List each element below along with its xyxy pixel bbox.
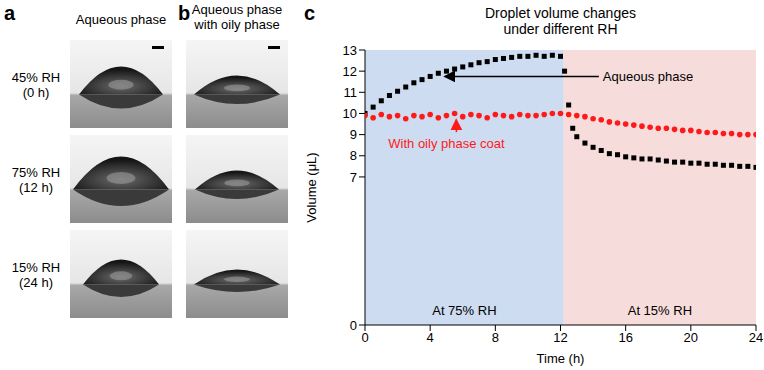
- svg-text:under different RH: under different RH: [503, 21, 617, 37]
- svg-text:8: 8: [492, 330, 499, 345]
- svg-text:With oily phase coat: With oily phase coat: [388, 136, 505, 151]
- svg-text:10: 10: [343, 106, 357, 121]
- svg-text:Aqueous phase: Aqueous phase: [76, 12, 166, 27]
- svg-text:At 75% RH: At 75% RH: [432, 303, 496, 318]
- svg-text:(24 h): (24 h): [19, 275, 53, 290]
- svg-text:75% RH: 75% RH: [12, 165, 60, 180]
- svg-text:Aqueous phase: Aqueous phase: [192, 2, 282, 17]
- svg-text:12: 12: [553, 330, 567, 345]
- svg-text:12: 12: [343, 64, 357, 79]
- svg-text:0: 0: [350, 318, 357, 333]
- svg-text:7: 7: [350, 170, 357, 185]
- svg-text:15% RH: 15% RH: [12, 260, 60, 275]
- svg-text:Volume (μL): Volume (μL): [304, 152, 319, 222]
- svg-text:0: 0: [361, 330, 368, 345]
- svg-text:b: b: [178, 2, 190, 24]
- svg-text:Aqueous phase: Aqueous phase: [603, 69, 693, 84]
- svg-text:4: 4: [427, 330, 434, 345]
- svg-text:16: 16: [618, 330, 632, 345]
- svg-text:with oily phase: with oily phase: [193, 17, 279, 32]
- svg-text:24: 24: [749, 330, 763, 345]
- svg-text:(12 h): (12 h): [19, 180, 53, 195]
- svg-text:11: 11: [344, 85, 358, 100]
- svg-text:(0 h): (0 h): [23, 85, 50, 100]
- svg-text:13: 13: [343, 43, 357, 58]
- svg-text:At 15% RH: At 15% RH: [628, 303, 692, 318]
- svg-text:c: c: [304, 2, 315, 24]
- svg-text:a: a: [4, 2, 16, 24]
- svg-text:20: 20: [684, 330, 698, 345]
- svg-text:8: 8: [350, 148, 357, 163]
- svg-text:Droplet volume changes: Droplet volume changes: [485, 5, 636, 21]
- svg-text:45% RH: 45% RH: [12, 70, 60, 85]
- svg-text:Time (h): Time (h): [537, 351, 585, 366]
- svg-text:9: 9: [350, 127, 357, 142]
